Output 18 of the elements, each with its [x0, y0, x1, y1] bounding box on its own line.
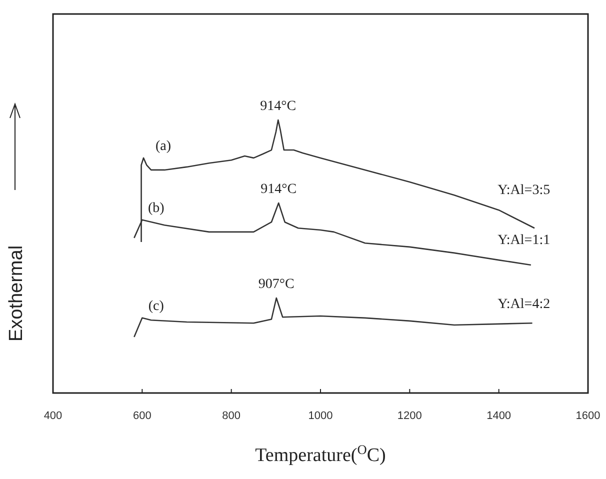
x-axis-title: Temperature($^{O}$C)	[255, 442, 386, 466]
x-tick-label: 1200	[397, 410, 422, 422]
series-label: Y:Al=1:1	[498, 233, 550, 248]
series-label: Y:Al=4:2	[498, 296, 550, 312]
annotation: (b)	[148, 200, 165, 216]
annotation: 914°C	[260, 99, 296, 114]
annotation: 914°C	[260, 182, 297, 197]
series-label: Y:Al=3:5	[498, 183, 550, 198]
x-tick-label: 1400	[486, 410, 512, 422]
x-tick-label: 600	[132, 410, 152, 422]
x-tick-label: 1000	[308, 410, 333, 422]
annotation: (a)	[156, 138, 172, 154]
x-tick-label: 1600	[576, 410, 600, 422]
x-tick-label: 800	[222, 410, 241, 422]
y-axis-title: Exothermal	[6, 245, 27, 342]
x-tick-label: 400	[44, 410, 62, 422]
annotation: (c)	[148, 298, 164, 314]
annotation: 907°C	[258, 276, 294, 292]
